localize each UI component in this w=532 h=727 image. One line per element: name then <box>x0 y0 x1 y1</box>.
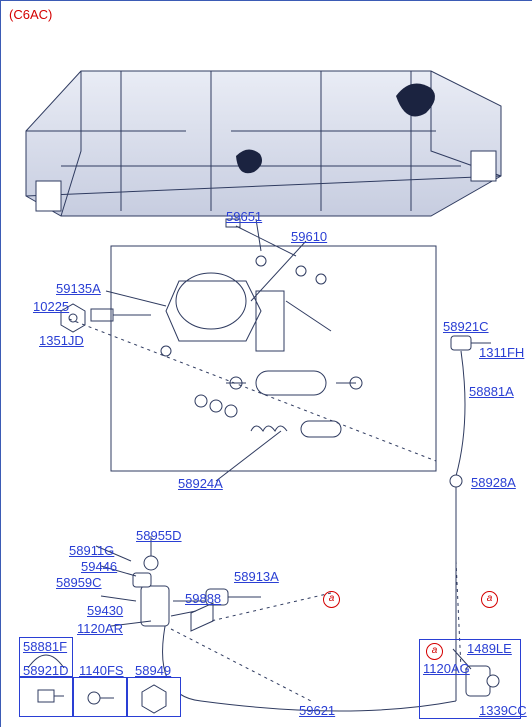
lbl-58913A[interactable]: 58913A <box>234 569 279 584</box>
thumb-58949 <box>127 677 181 717</box>
callout-a-2: a <box>481 591 498 608</box>
callout-a-1: a <box>323 591 340 608</box>
thumb-58921D <box>19 677 73 717</box>
lbl-58921D[interactable]: 58921D <box>23 663 69 678</box>
lbl-59430[interactable]: 59430 <box>87 603 123 618</box>
lbl-59651[interactable]: 59651 <box>226 209 262 224</box>
callout-a-3: a <box>426 643 443 660</box>
lbl-1140FS[interactable]: 1140FS <box>79 663 124 678</box>
lbl-58881F[interactable]: 58881F <box>23 639 67 654</box>
lbl-58955D[interactable]: 58955D <box>136 528 182 543</box>
lbl-1489LE[interactable]: 1489LE <box>467 641 512 656</box>
lbl-1339CC[interactable]: 1339CC <box>479 703 527 718</box>
diagram-canvas <box>1 1 532 727</box>
lbl-59621[interactable]: 59621 <box>299 703 335 718</box>
lbl-58924A[interactable]: 58924A <box>178 476 223 491</box>
lbl-58881A[interactable]: 58881A <box>469 384 514 399</box>
lbl-58949[interactable]: 58949 <box>135 663 171 678</box>
thumb-1140FS <box>73 677 127 717</box>
lbl-59446[interactable]: 59446 <box>81 559 117 574</box>
lbl-59888[interactable]: 59888 <box>185 591 221 606</box>
lbl-58911G[interactable]: 58911G <box>69 543 114 558</box>
lbl-1120AG[interactable]: 1120AG <box>423 661 470 676</box>
lbl-58928A[interactable]: 58928A <box>471 475 516 490</box>
lbl-59610[interactable]: 59610 <box>291 229 327 244</box>
lbl-1311FH[interactable]: 1311FH <box>479 345 524 360</box>
lbl-59135A[interactable]: 59135A <box>56 281 101 296</box>
model-code: (C6AC) <box>9 7 52 22</box>
lbl-58959C[interactable]: 58959C <box>56 575 102 590</box>
lbl-58921C[interactable]: 58921C <box>443 319 489 334</box>
lbl-10225[interactable]: 10225 <box>33 299 69 314</box>
lbl-1351JD[interactable]: 1351JD <box>39 333 84 348</box>
lbl-1120AR[interactable]: 1120AR <box>77 621 123 636</box>
